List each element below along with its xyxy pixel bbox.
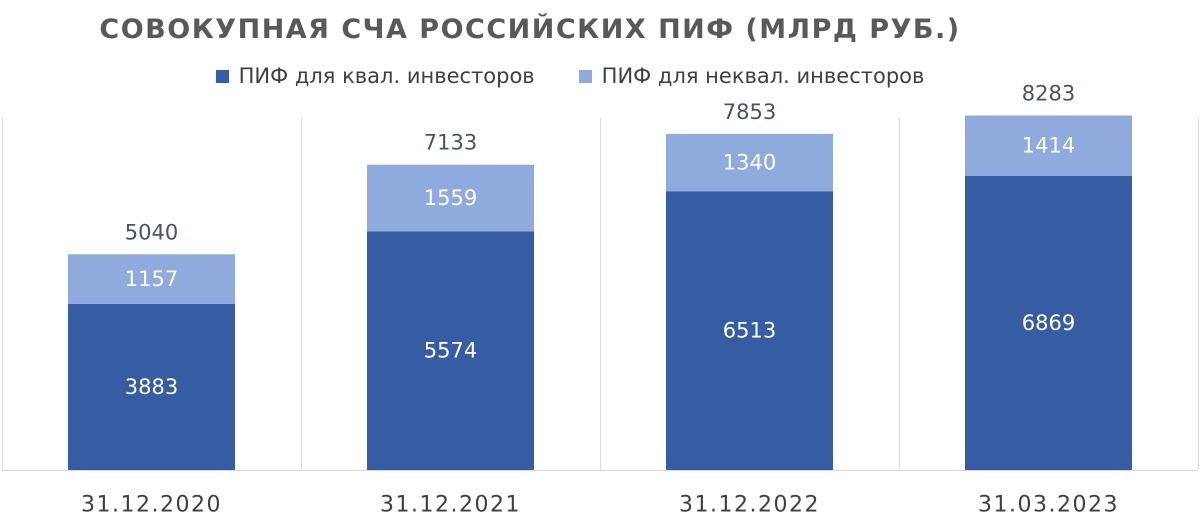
bar-segment-qualified (367, 231, 534, 470)
bar-segment-nonqualified (965, 115, 1132, 177)
total-label: 5040 (125, 220, 178, 244)
data-label: 3883 (125, 375, 178, 399)
bar-segment-qualified (68, 303, 235, 470)
data-label: 6513 (723, 319, 776, 343)
bar-segment-qualified (666, 191, 833, 471)
legend-swatch-nonqualified (578, 69, 592, 83)
data-label: 5574 (424, 339, 477, 363)
legend-label-nonqualified: ПИФ для неквал. инвесторов (601, 64, 925, 88)
total-label: 7133 (424, 131, 477, 155)
legend-label-qualified: ПИФ для квал. инвесторов (238, 64, 535, 88)
chart-title: СОВОКУПНАЯ СЧА РОССИЙСКИХ ПИФ (МЛРД РУБ.… (99, 14, 961, 45)
bar-segment-nonqualified (68, 254, 235, 304)
data-label: 1559 (424, 186, 477, 210)
x-tick-label: 31.12.2021 (380, 493, 521, 518)
total-label: 7853 (723, 100, 776, 124)
total-label: 8283 (1022, 81, 1075, 105)
legend: ПИФ для квал. инвесторов ПИФ для неквал.… (0, 64, 1140, 88)
x-tick-label: 31.12.2022 (679, 493, 820, 518)
data-label: 1340 (723, 151, 776, 175)
legend-item-qualified: ПИФ для квал. инвесторов (215, 64, 535, 88)
data-label: 1157 (125, 267, 178, 291)
bar-segment-qualified (965, 176, 1132, 470)
data-label: 1414 (1022, 134, 1075, 158)
bar-segment-nonqualified (666, 133, 833, 192)
bar-segment-nonqualified (367, 164, 534, 232)
legend-item-nonqualified: ПИФ для неквал. инвесторов (578, 64, 925, 88)
legend-swatch-qualified (215, 69, 229, 83)
data-label: 6869 (1022, 311, 1075, 335)
x-tick-label: 31.03.2023 (978, 493, 1119, 518)
x-tick-label: 31.12.2020 (81, 493, 222, 518)
